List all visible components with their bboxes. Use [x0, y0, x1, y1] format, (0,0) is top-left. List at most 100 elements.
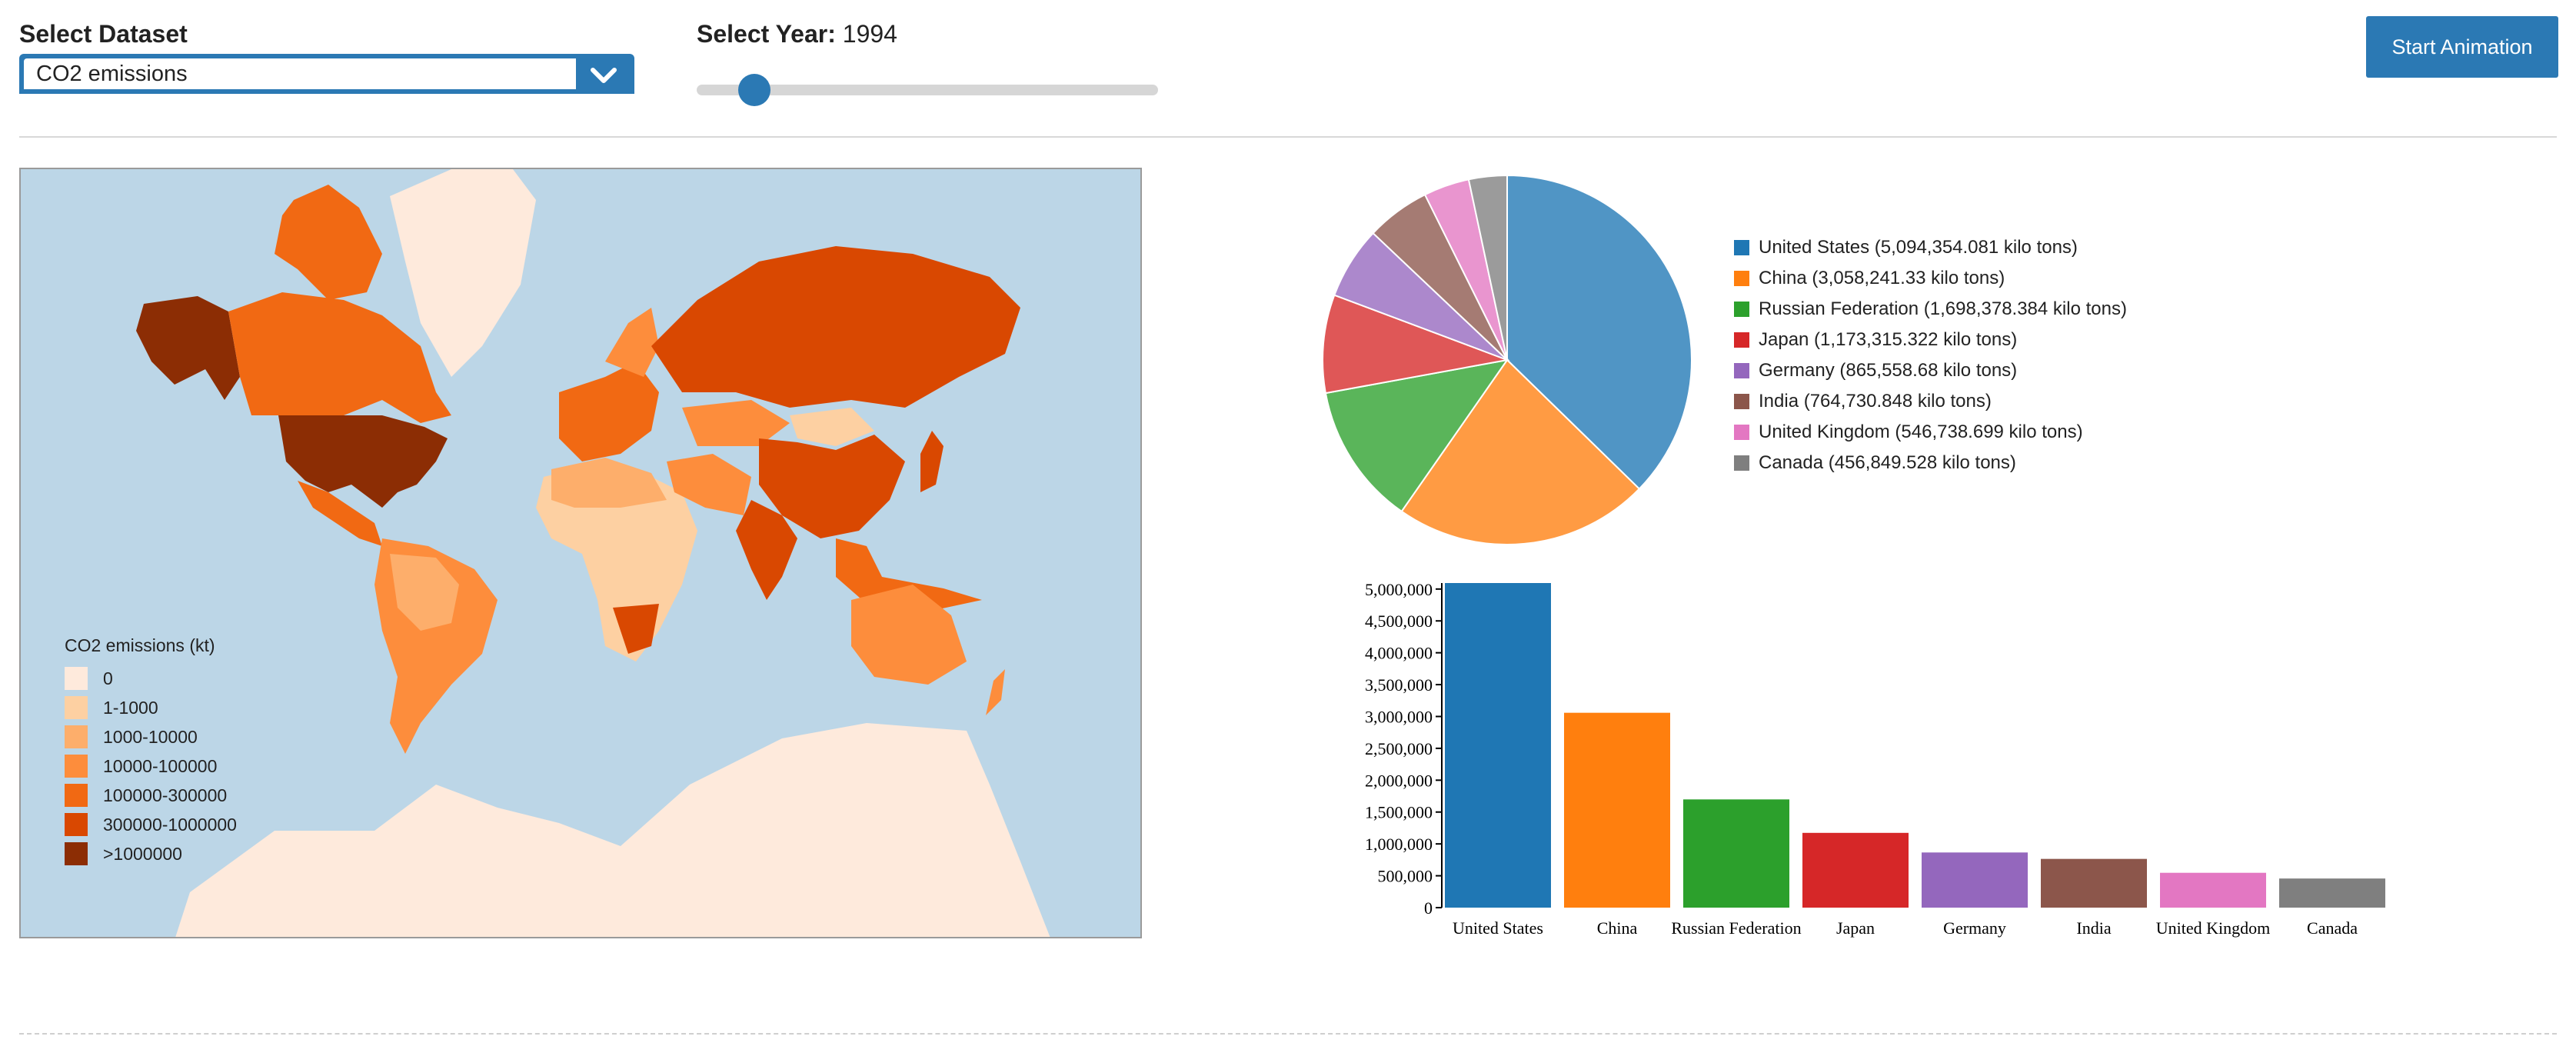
y-tick-label: 2,500,000 [1365, 739, 1433, 758]
year-label: Select Year: 1994 [697, 20, 897, 48]
pie-slice-japan[interactable] [1322, 294, 1510, 395]
legend-swatch [1734, 332, 1749, 348]
pie-slice-canada[interactable] [1467, 174, 1508, 361]
bar-india[interactable] [2041, 858, 2147, 908]
legend-swatch [1734, 302, 1749, 317]
year-slider-thumb[interactable] [738, 74, 770, 106]
legend-label: Canada (456,849.528 kilo tons) [1759, 452, 2016, 473]
legend-swatch [65, 696, 88, 719]
map-legend-item: >1000000 [65, 839, 237, 868]
y-tick-label: 4,500,000 [1365, 611, 1433, 631]
legend-swatch [1734, 455, 1749, 471]
y-tick-label: 5,000,000 [1365, 580, 1433, 599]
bar-chart: 0 500,000 1,000,000 1,500,000 2,000,000 2,500… [1365, 580, 2385, 938]
map-region-south-africa[interactable] [613, 604, 659, 654]
map-region-alaska[interactable] [136, 296, 240, 400]
map-region-southeast-asia[interactable] [836, 538, 982, 611]
legend-label: 1-1000 [103, 697, 158, 718]
map-region-north-africa[interactable] [551, 458, 667, 508]
map-legend-item: 1000-10000 [65, 722, 237, 751]
y-tick-label: 3,000,000 [1365, 707, 1433, 726]
x-tick-label: Japan [1836, 918, 1875, 938]
chevron-down-icon[interactable] [588, 60, 619, 91]
map-region-europe[interactable] [559, 362, 659, 462]
legend-label: >1000000 [103, 843, 182, 864]
bar-russian-federation[interactable] [1683, 799, 1789, 908]
map-region-antarctica[interactable] [175, 723, 1051, 938]
dataset-select-value: CO2 emissions [24, 58, 576, 89]
legend-swatch [65, 755, 88, 778]
pie-legend-item: India (764,730.848 kilo tons) [1734, 386, 2127, 417]
pie-legend-item: United Kingdom (546,738.699 kilo tons) [1734, 417, 2127, 448]
pie-slice-russian-federation[interactable] [1324, 358, 1509, 513]
map-region-central-asia[interactable] [682, 400, 790, 446]
legend-label: Russian Federation (1,698,378.384 kilo t… [1759, 298, 2127, 319]
map-region-japan[interactable] [920, 431, 944, 492]
legend-label: 1000-10000 [103, 726, 198, 747]
legend-label: United Kingdom (546,738.699 kilo tons) [1759, 422, 2083, 442]
y-tick-label: 4,000,000 [1365, 644, 1433, 663]
map-legend: CO2 emissions (kt) 0 1-1000 1000-10000 1… [65, 635, 237, 868]
bar-canada[interactable] [2279, 878, 2385, 908]
legend-swatch [1734, 363, 1749, 378]
x-tick-label: United States [1453, 918, 1543, 938]
legend-label: 10000-100000 [103, 755, 218, 776]
x-tick-label: Canada [2307, 918, 2358, 938]
y-tick-label: 0 [1424, 898, 1433, 918]
bar-japan[interactable] [1802, 832, 1909, 908]
start-animation-button[interactable]: Start Animation [2366, 16, 2558, 78]
legend-label: United States (5,094,354.081 kilo tons) [1759, 237, 2078, 258]
x-tick-label: United Kingdom [2156, 918, 2271, 938]
map-region-greenland[interactable] [390, 169, 536, 377]
legend-label: Japan (1,173,315.322 kilo tons) [1759, 329, 2018, 350]
x-tick-label: China [1597, 918, 1638, 938]
map-legend-item: 10000-100000 [65, 751, 237, 781]
map-legend-item: 100000-300000 [65, 781, 237, 810]
map-region-mexico[interactable] [298, 481, 382, 546]
top-divider [19, 136, 2557, 138]
legend-swatch [1734, 240, 1749, 255]
map-region-south-america-north[interactable] [390, 554, 459, 631]
map-region-united-states[interactable] [278, 415, 448, 508]
legend-label: Germany (865,558.68 kilo tons) [1759, 360, 2018, 381]
map-region-scandinavia[interactable] [605, 308, 659, 377]
world-map-svg [136, 169, 1051, 938]
legend-swatch [65, 813, 88, 836]
legend-swatch [65, 725, 88, 748]
bar-china[interactable] [1564, 712, 1670, 908]
bar-united-kingdom[interactable] [2160, 872, 2266, 908]
y-tick-label: 2,000,000 [1365, 771, 1433, 790]
map-region-australia[interactable] [851, 585, 967, 685]
legend-label: 0 [103, 668, 113, 688]
pie-legend-item: Germany (865,558.68 kilo tons) [1734, 355, 2127, 386]
map-region-middle-east[interactable] [667, 454, 751, 515]
legend-label: 100000-300000 [103, 785, 228, 805]
map-region-canada[interactable] [228, 292, 451, 423]
bar-germany[interactable] [1922, 852, 2028, 908]
map-region-canada-islands[interactable] [275, 185, 382, 300]
dataset-select[interactable]: CO2 emissions [19, 54, 634, 94]
map-region-russia[interactable] [651, 246, 1020, 408]
pie-legend-item: China (3,058,241.33 kilo tons) [1734, 263, 2127, 294]
pie-slice-china[interactable] [1400, 358, 1641, 545]
x-tick-label: Russian Federation [1671, 918, 1801, 938]
dataset-label: Select Dataset [19, 20, 188, 48]
map-legend-item: 1-1000 [65, 693, 237, 722]
year-slider[interactable] [697, 74, 1158, 106]
map-region-china[interactable] [759, 435, 905, 538]
pie-legend: United States (5,094,354.081 kilo tons) C… [1734, 232, 2127, 478]
map-region-new-zealand[interactable] [986, 669, 1005, 715]
map-region-mongolia[interactable] [790, 408, 874, 446]
year-slider-track[interactable] [697, 85, 1158, 95]
bar-united-states[interactable] [1445, 583, 1551, 908]
map-region-india[interactable] [736, 500, 797, 600]
world-map[interactable]: CO2 emissions (kt) 0 1-1000 1000-10000 1… [19, 168, 1142, 938]
legend-swatch [1734, 394, 1749, 409]
pie-chart [1322, 174, 1692, 545]
pie-slice-united-states[interactable] [1506, 174, 1692, 490]
pie-legend-item: Canada (456,849.528 kilo tons) [1734, 448, 2127, 478]
pie-legend-item: Russian Federation (1,698,378.384 kilo t… [1734, 294, 2127, 325]
map-legend-title: CO2 emissions (kt) [65, 635, 215, 655]
map-legend-item: 0 [65, 664, 237, 693]
x-tick-label: India [2076, 918, 2111, 938]
